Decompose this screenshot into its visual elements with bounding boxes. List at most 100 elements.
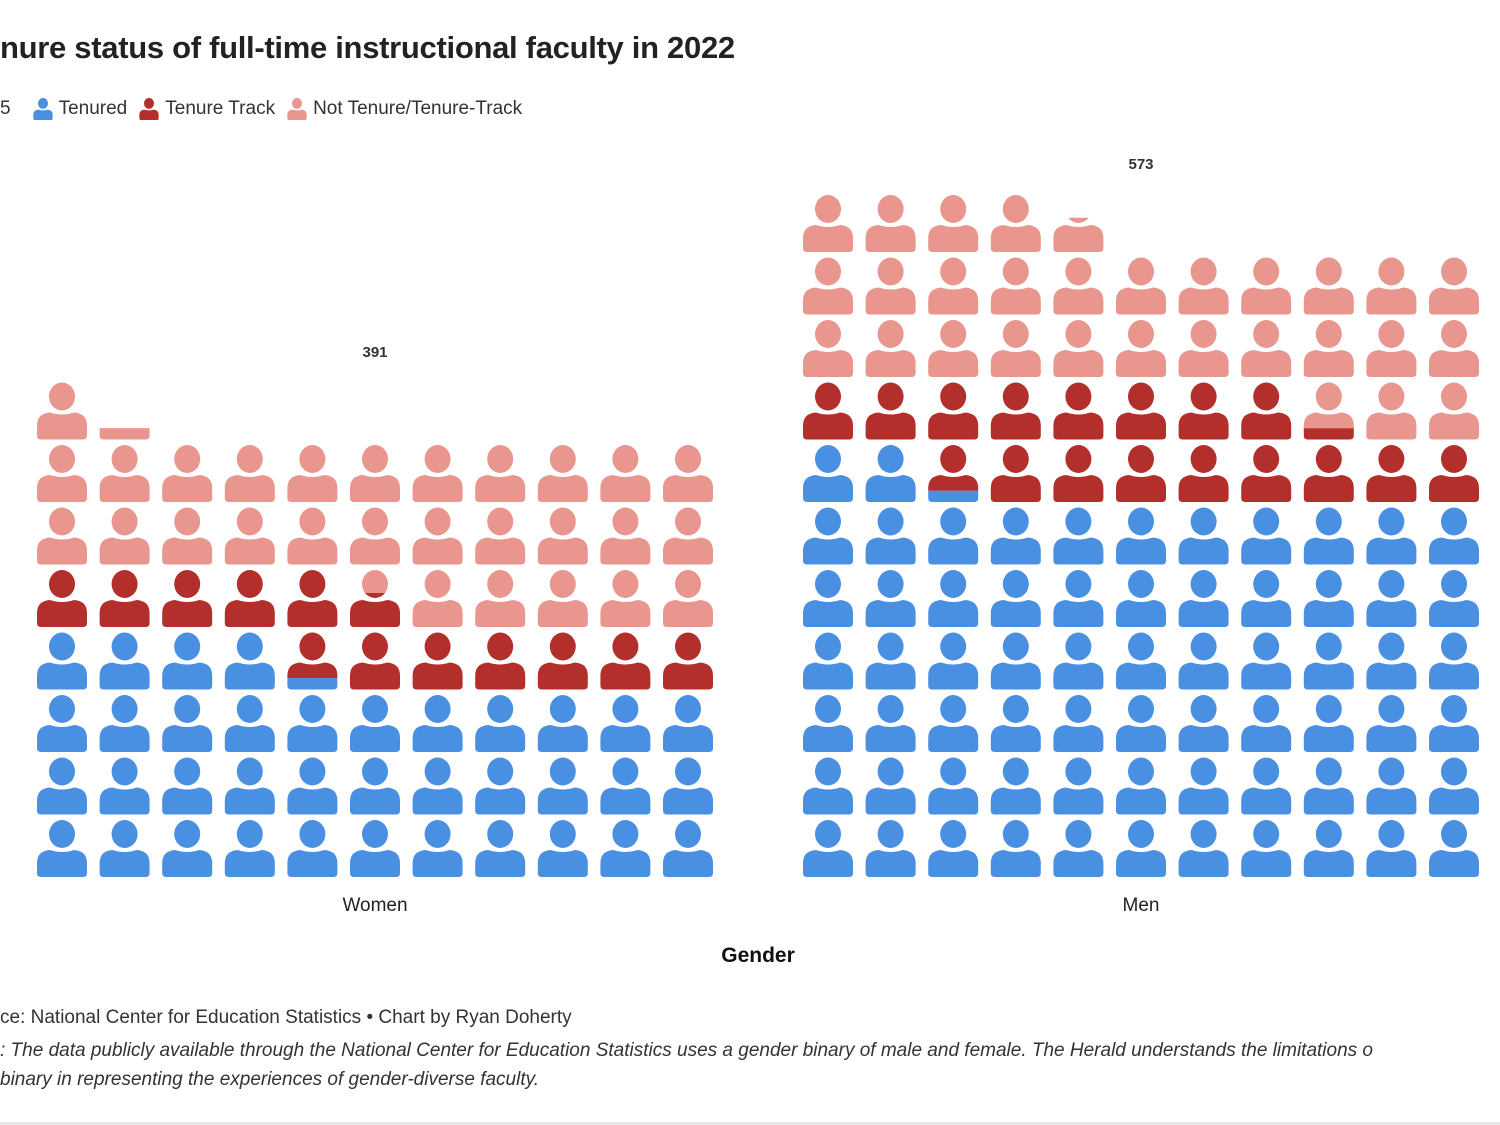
icon-segment-tenured [1241,820,1292,877]
person-icon-women [537,757,588,815]
person-icon-women [350,757,400,815]
icon-segment-tenured [1178,695,1229,752]
icon-segment-tenure-track [928,382,979,440]
person-icon [32,98,53,120]
person-icon-women [162,445,213,502]
person-icon-men [1178,695,1229,752]
icon-segment-tenure-track [1303,445,1354,502]
icon-segment-tenured [224,632,275,690]
icon-segment-tenured [1053,757,1104,815]
person-icon-men [1241,507,1292,565]
person-icon-men [803,632,853,690]
icon-segment-tenured [928,820,979,877]
person-icon-men [865,632,916,690]
person-icon-men [865,757,916,815]
icon-segment-tenured [865,570,916,627]
icon-segment-tenured [1241,570,1292,627]
icon-segment-tenured [1178,757,1229,815]
icon-segment-tenure-track [1178,382,1229,440]
person-icon-men [1429,757,1479,815]
icon-segment-not-tenure-tenure-track [287,507,338,565]
person-icon-men [1116,320,1166,377]
icon-segment-not-tenure-tenure-track [600,507,651,565]
icon-segment-not-tenure-tenure-track [928,257,979,315]
icon-segment-tenured [162,757,213,815]
person-icon-men [1116,695,1166,752]
icon-segment-tenured [1366,820,1417,877]
person-icon-women [412,695,463,752]
icon-segment-tenured [928,695,979,752]
person-icon-men [1429,820,1479,877]
person-icon-men [1303,445,1354,502]
x-axis-title: Gender [721,944,795,967]
person-icon-men [1178,757,1229,815]
icon-segment-tenured [990,757,1041,815]
icon-segment-tenured [1303,695,1354,752]
icon-segment-tenure-track [1053,382,1104,440]
person-icon-women [537,445,588,502]
icon-segment-tenured [224,757,275,815]
person-icon-men [928,507,979,565]
person-icon-men [1241,570,1292,627]
icon-segment-not-tenure-tenure-track [224,445,275,502]
icon-segment-not-tenure-tenure-track [865,257,916,315]
person-icon-men [1241,320,1292,377]
person-icon-women [537,632,588,690]
icon-segment-not-tenure-tenure-track [537,570,588,627]
icon-segment-tenure-track [350,592,400,627]
icon-segment-tenured [600,820,651,877]
icon-segment-tenured [803,695,853,752]
person-icon-men [1303,820,1354,877]
person-icon-women [600,695,651,752]
legend-item-not-tenure-track: Not Tenure/Tenure-Track [287,98,522,120]
icon-segment-not-tenure-tenure-track [475,507,526,565]
person-icon-men [1303,257,1354,315]
icon-segment-tenure-track [287,632,338,679]
person-icon-men [1116,257,1166,315]
source-credit: ce: National Center for Education Statis… [0,1007,572,1028]
note-line-2: binary in representing the experiences o… [0,1069,539,1090]
person-icon-men [1116,507,1166,565]
icon-segment-tenured [1429,757,1479,815]
person-icon-women [350,445,400,502]
icon-segment-tenured [663,757,713,815]
person-icon-men [803,570,853,627]
person-icon-women [99,428,150,440]
icon-segment-not-tenure-tenure-track [162,507,213,565]
person-icon-men [865,320,916,377]
icon-segment-not-tenure-tenure-track [663,570,713,627]
person-icon-women [537,820,588,877]
icon-segment-tenured [350,757,400,815]
person-icon-men [1178,820,1229,877]
person-icon-men [1429,445,1479,502]
icon-segment-tenured [1241,632,1292,690]
person-icon-women [475,757,526,815]
person-icon-women [663,757,713,815]
person-icon-men [1429,570,1479,627]
person-icon-men [1366,632,1417,690]
icon-segment-not-tenure-tenure-track [37,382,87,440]
icon-segment-tenure-track [475,632,526,690]
person-icon-men [1366,570,1417,627]
icon-segment-tenured [990,820,1041,877]
person-icon-women [663,570,713,627]
icon-segment-not-tenure-tenure-track [350,507,400,565]
person-icon-women [99,820,150,877]
person-icon-men [803,257,853,315]
person-icon-women [600,507,651,565]
icon-segment-tenured [1303,820,1354,877]
icon-segment-not-tenure-tenure-track [990,320,1041,377]
icon-segment-tenured [1178,507,1229,565]
icon-segment-not-tenure-tenure-track [362,570,388,593]
icon-segment-tenured [1178,820,1229,877]
chart-note: : The data publicly available through th… [0,1036,1373,1094]
icon-segment-tenure-track [99,570,150,627]
icon-segment-tenured [412,695,463,752]
person-icon-men [990,632,1041,690]
person-icon-men [1366,257,1417,315]
person-icon-men [1429,632,1479,690]
person-icon-men [990,320,1041,377]
icon-segment-not-tenure-tenure-track [537,445,588,502]
person-icon-men [990,570,1041,627]
icon-segment-tenured [803,570,853,627]
